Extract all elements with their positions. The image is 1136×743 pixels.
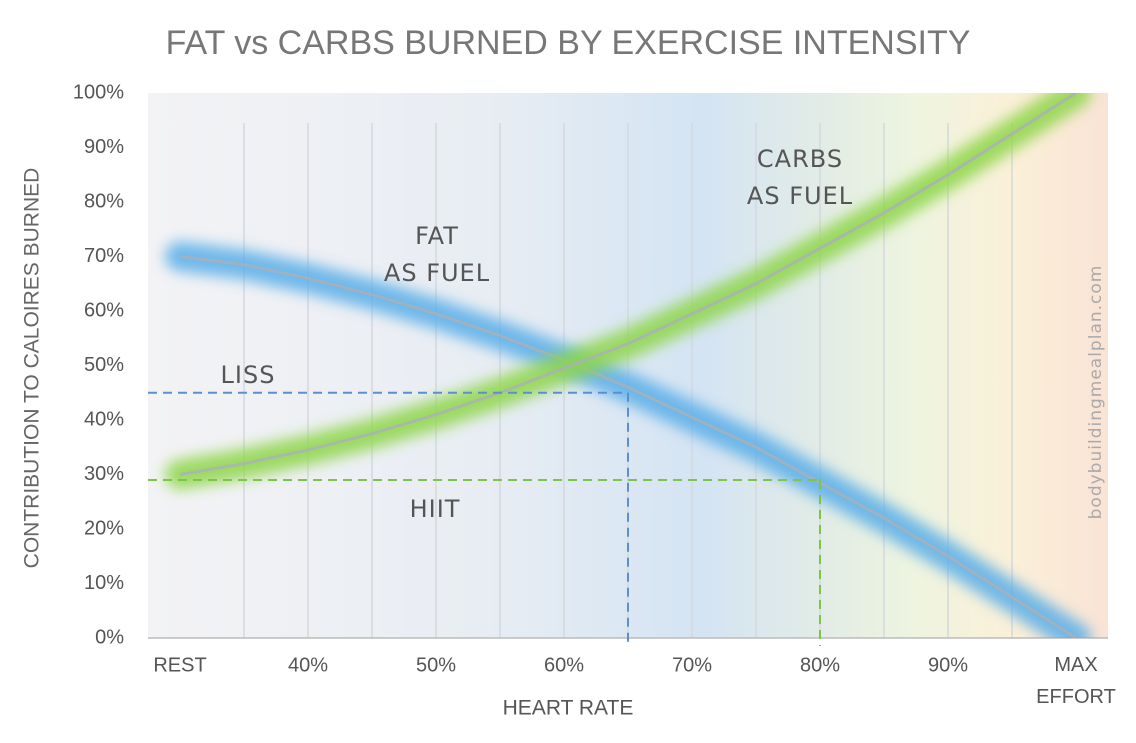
annotation: LISS [221,361,276,389]
watermark: bodybuildingmealplan.com [1086,265,1106,520]
y-tick-label: 50% [84,354,124,376]
x-tick-label: 70% [672,654,712,676]
x-tick-label: 90% [928,654,968,676]
x-tick-label: 40% [288,654,328,676]
annotation: FAT [415,222,459,250]
x-tick-label: 50% [416,654,456,676]
y-axis-label: CONTRIBUTION TO CALOIRES BURNED [21,168,44,569]
y-tick-label: 30% [84,463,124,485]
x-tick-label: 60% [544,654,584,676]
y-tick-label: 100% [73,81,124,103]
y-tick-label: 60% [84,299,124,321]
annotation: AS FUEL [384,259,490,287]
annotation: CARBS [757,145,843,173]
y-tick-label: 70% [84,245,124,267]
y-tick-label: 80% [84,190,124,212]
y-tick-label: 0% [95,626,124,648]
data-line [179,255,1077,638]
y-tick-label: 40% [84,408,124,430]
y-tick-label: 20% [84,517,124,539]
plot-lines [165,93,1091,638]
x-axis-label: HEART RATE [503,697,634,720]
data-line [179,93,1077,476]
annotation: AS FUEL [747,182,853,210]
y-tick-label: 10% [84,572,124,594]
y-tick-label: 90% [84,136,124,158]
annotation: HIIT [410,495,461,523]
x-tick-label: REST [153,654,206,676]
x-tick-label: 80% [800,654,840,676]
chart-title: FAT vs CARBS BURNED BY EXERCISE INTENSIT… [166,24,971,62]
x-tick-label: MAX EFFORT [1036,654,1116,708]
